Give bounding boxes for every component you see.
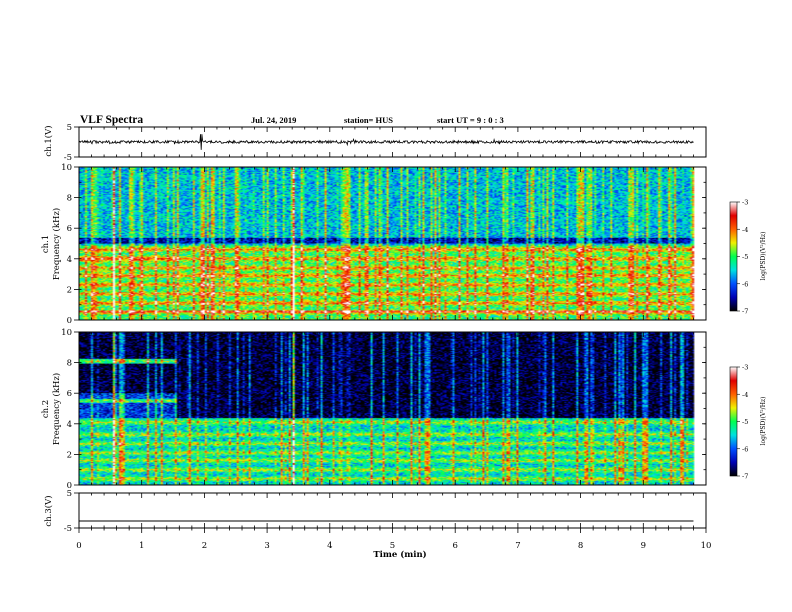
y-tick-label: 10 [61, 163, 72, 173]
ch2-colorbar-gradient [729, 366, 738, 477]
x-tick-labels: 0 1 2 3 4 5 6 7 8 9 10 [76, 541, 711, 551]
colorbar-tick-label: -5 [742, 418, 748, 426]
ch1-spectrogram-ylabel-1: ch.1 [41, 235, 51, 253]
y-tick-label: 5 [67, 123, 72, 133]
y-tick-label: -5 [64, 153, 72, 163]
x-axis-label: Time (min) [373, 549, 426, 560]
ch1-spectrogram-image [79, 167, 706, 320]
ch2-colorbar-label: log(PSD)(V²/Hz) [760, 397, 767, 446]
y-tick-label: 4 [67, 420, 72, 430]
y-tick-label: 5 [67, 489, 72, 499]
y-tick-label: 8 [67, 359, 72, 369]
x-tick-label: 0 [76, 541, 81, 551]
ch1-colorbar-gradient [729, 201, 738, 312]
x-tick-label: 5 [390, 541, 395, 551]
colorbar-tick-label: -4 [742, 226, 748, 234]
ch2-spectrogram-ylabel-2: Frequency (kHz) [51, 373, 62, 445]
figure-title: VLF Spectra [80, 114, 143, 126]
y-tick-label: 0 [67, 481, 72, 491]
x-tick-label: 6 [452, 541, 457, 551]
colorbar-tick-label: -7 [742, 473, 748, 481]
y-tick-label: 8 [67, 194, 72, 204]
y-tick-label: 0 [67, 316, 72, 326]
ch3-waveform-ylabel: ch.3(V) [43, 495, 54, 526]
colorbar-tick-label: -3 [742, 199, 748, 207]
ch1-waveform-ylabel: ch.1(V) [43, 125, 54, 156]
colorbar-tick-label: -3 [742, 364, 748, 372]
y-tick-label: 6 [67, 389, 72, 399]
y-tick-label: 2 [67, 285, 72, 295]
y-tick-label: 6 [67, 224, 72, 234]
start-time-label: start UT = 9 : 0 : 3 [437, 115, 504, 125]
ch1-colorbar-label: log(PSD)(V²/Hz) [760, 232, 767, 281]
ch3-waveform-frame [78, 492, 707, 529]
y-tick-labels: 5 -5 0 2 4 6 8 10 0 2 4 6 8 10 5 -5 [61, 123, 72, 534]
x-tick-label: 3 [264, 541, 269, 551]
colorbar-tick-label: -4 [742, 391, 748, 399]
ch2-spectrogram-image [79, 332, 706, 485]
x-tick-label: 2 [202, 541, 207, 551]
colorbar-tick-label: -6 [742, 280, 748, 288]
ch2-colorbar: -3 -4 -5 -6 -7 log(PSD)(V²/Hz) [729, 364, 767, 481]
x-tick-label: 8 [578, 541, 583, 551]
ch1-waveform-trace [78, 134, 694, 150]
x-tick-label: 10 [701, 541, 712, 551]
date-label: Jul. 24, 2019 [251, 115, 296, 125]
ch1-colorbar: -3 -4 -5 -6 -7 log(PSD)(V²/Hz) [729, 199, 767, 316]
x-tick-label: 4 [327, 541, 332, 551]
y-tick-label: 4 [67, 255, 72, 265]
y-tick-label: 2 [67, 450, 72, 460]
y-tick-label: 10 [61, 328, 72, 338]
x-tick-label: 9 [641, 541, 646, 551]
colorbar-tick-label: -6 [742, 445, 748, 453]
ch1-spectrogram-ylabel-2: Frequency (kHz) [51, 208, 62, 280]
station-label: station= HUS [344, 115, 393, 125]
x-tick-label: 1 [139, 541, 144, 551]
x-tick-label: 7 [515, 541, 520, 551]
axis-ticks [74, 126, 707, 533]
colorbar-tick-label: -7 [742, 308, 748, 316]
y-tick-label: -5 [64, 524, 72, 534]
ch2-spectrogram-ylabel-1: ch.2 [41, 400, 51, 418]
colorbar-tick-label: -5 [742, 253, 748, 261]
